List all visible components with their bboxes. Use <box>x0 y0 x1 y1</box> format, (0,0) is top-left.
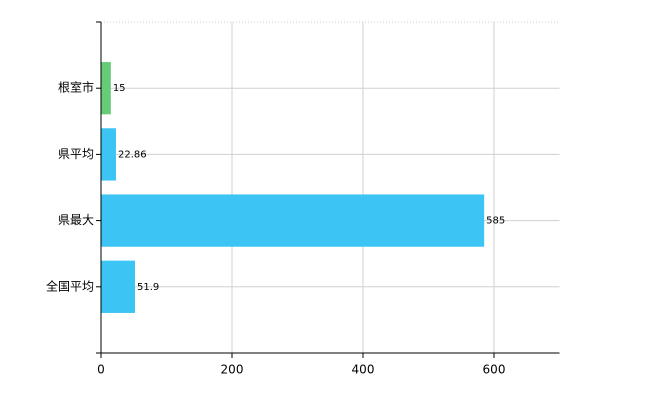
value-label: 51.9 <box>137 282 159 293</box>
y-tick-label: 根室市 <box>58 80 94 95</box>
bar <box>101 128 116 181</box>
bar <box>101 260 135 313</box>
value-label: 22.86 <box>118 149 147 160</box>
bar <box>101 62 111 115</box>
y-tick-label: 県最大 <box>58 213 94 227</box>
x-tick-label: 0 <box>97 363 105 377</box>
y-tick-label: 県平均 <box>58 147 94 161</box>
x-tick-label: 200 <box>221 363 244 377</box>
bar <box>101 194 485 247</box>
x-tick-label: 600 <box>483 363 506 377</box>
value-label: 585 <box>486 216 505 227</box>
x-tick-label: 400 <box>352 363 375 377</box>
value-label: 15 <box>113 83 126 94</box>
y-tick-label: 全国平均 <box>46 278 94 293</box>
